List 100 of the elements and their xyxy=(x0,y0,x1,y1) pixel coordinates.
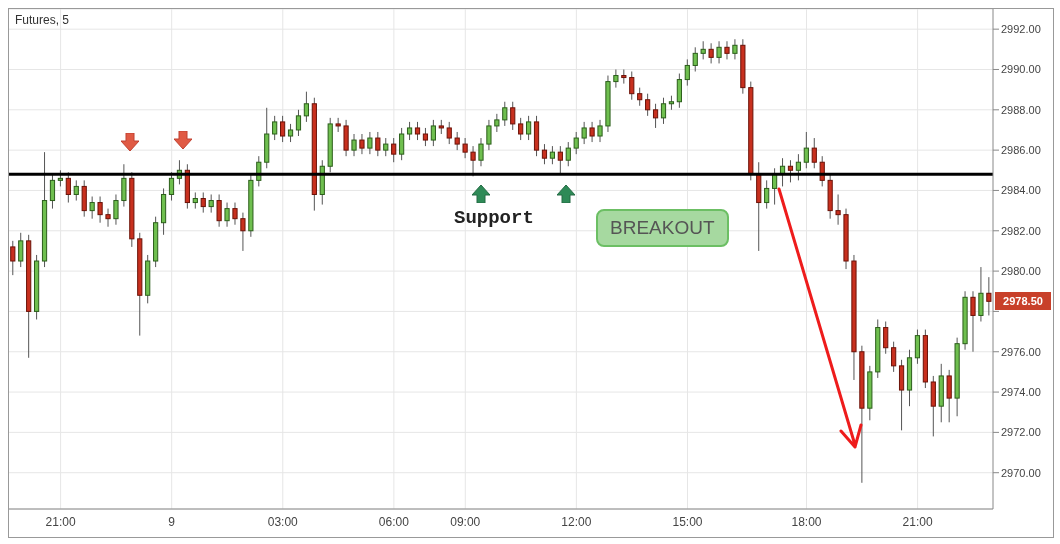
candlestick xyxy=(97,196,103,224)
chart-title: Futures, 5 xyxy=(15,13,70,27)
candlestick xyxy=(946,369,952,423)
candlestick xyxy=(803,131,809,169)
candlestick xyxy=(581,121,587,145)
y-tick-label: 2992.00 xyxy=(1001,23,1041,36)
candlestick xyxy=(573,131,579,155)
x-tick-label: 06:00 xyxy=(378,514,410,529)
candlestick xyxy=(557,145,563,175)
candlestick xyxy=(835,193,841,226)
x-tick-label: 09:00 xyxy=(450,514,481,529)
candlestick xyxy=(18,232,24,268)
candlestick xyxy=(597,119,603,143)
y-tick-label: 2976.00 xyxy=(1001,345,1041,358)
candlestick xyxy=(589,121,595,143)
y-tick-label: 2988.00 xyxy=(1001,103,1041,116)
y-tick-label: 2990.00 xyxy=(1001,63,1041,76)
candlestick xyxy=(446,121,452,145)
candlestick xyxy=(510,101,516,131)
candlestick xyxy=(518,117,524,141)
candlestick xyxy=(200,191,206,214)
candlestick xyxy=(375,131,381,157)
candlestick xyxy=(113,193,119,226)
y-tick-label: 2972.00 xyxy=(1001,426,1041,439)
candlestick xyxy=(732,38,738,60)
candlestick xyxy=(399,127,405,161)
candlestick xyxy=(208,193,214,214)
x-tick-label: 21:00 xyxy=(45,514,76,529)
candlestick xyxy=(430,119,436,147)
annotation: Support xyxy=(454,207,534,229)
candlestick xyxy=(684,58,690,87)
candlestick xyxy=(541,143,548,165)
candlestick xyxy=(502,101,508,127)
candlestick xyxy=(526,115,532,141)
x-tick-label: 03:00 xyxy=(267,514,299,529)
candlestick xyxy=(224,202,230,228)
candlestick xyxy=(383,137,389,157)
candlestick xyxy=(494,113,500,133)
candlestick xyxy=(883,321,889,355)
annotation: BREAKOUT xyxy=(596,209,729,247)
candlestick xyxy=(787,159,794,183)
candlestick xyxy=(645,93,651,117)
candlestick xyxy=(549,145,556,165)
candlestick xyxy=(708,42,714,64)
candlestick xyxy=(335,117,341,133)
candlestick xyxy=(280,115,286,143)
candlestick xyxy=(724,40,730,60)
candlestick xyxy=(486,119,492,151)
candlestick xyxy=(49,173,56,210)
candlestick xyxy=(478,137,484,167)
y-tick-label: 2974.00 xyxy=(1001,385,1041,398)
candlestick xyxy=(65,171,71,204)
candlestick xyxy=(367,131,373,155)
candlestick xyxy=(692,46,698,72)
y-tick-label: 2982.00 xyxy=(1001,224,1041,237)
candlestick xyxy=(89,196,95,220)
x-tick-label: 15:00 xyxy=(672,514,703,529)
candlestick xyxy=(295,109,302,137)
candlestick xyxy=(811,137,817,169)
candlestick xyxy=(168,171,175,202)
candlestick xyxy=(652,103,659,129)
candlestick xyxy=(454,131,460,151)
candlestick xyxy=(970,290,976,353)
candlestick xyxy=(660,97,667,125)
y-tick-label: 2984.00 xyxy=(1001,184,1041,197)
candlestick xyxy=(462,137,468,159)
candlestick xyxy=(287,123,294,143)
candlestick xyxy=(240,212,246,252)
candlestick xyxy=(676,73,682,109)
x-tick-label: 12:00 xyxy=(561,514,592,529)
candlestick xyxy=(121,163,127,208)
candlestick xyxy=(978,266,984,322)
candlestick xyxy=(232,202,238,226)
candlestick xyxy=(406,121,413,141)
candlestick xyxy=(216,193,222,228)
candlestick xyxy=(764,179,770,210)
candlestick xyxy=(891,341,897,373)
y-tick-label: 2980.00 xyxy=(1001,265,1041,277)
candlestick xyxy=(303,91,310,123)
candlestick xyxy=(272,115,278,141)
x-tick-label: 9 xyxy=(168,514,176,529)
candlestick xyxy=(414,121,421,141)
candlestick xyxy=(391,137,397,163)
x-tick-label: 21:00 xyxy=(902,514,933,529)
candlestick xyxy=(359,133,365,155)
candlestick xyxy=(637,87,643,107)
candlestick xyxy=(795,153,802,181)
candlestick xyxy=(565,141,571,167)
candlestick xyxy=(10,240,16,276)
candlestick xyxy=(629,71,635,101)
text: 2978.50 xyxy=(995,292,1051,311)
y-tick-label: 2970.00 xyxy=(1001,466,1041,479)
candlestick xyxy=(986,276,992,316)
y-tick-label: 2986.00 xyxy=(1001,144,1041,157)
candlestick xyxy=(422,127,429,147)
candlestick xyxy=(914,329,921,365)
candlestick xyxy=(105,208,111,228)
candlestick xyxy=(73,179,79,202)
candlestick xyxy=(716,40,722,64)
x-tick-label: 18:00 xyxy=(791,514,822,529)
